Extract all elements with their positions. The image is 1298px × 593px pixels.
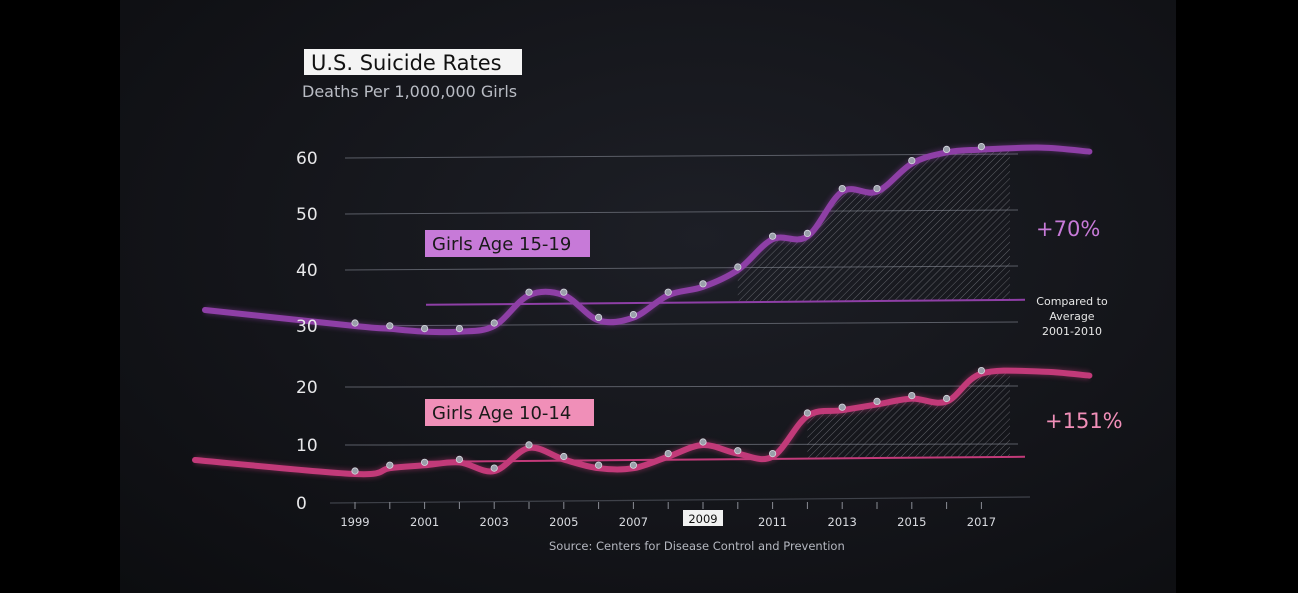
y-tick-label: 20 (296, 378, 318, 398)
data-points (351, 143, 986, 475)
data-point (386, 322, 394, 330)
data-point (594, 461, 603, 469)
data-point (908, 157, 916, 165)
y-tick-label: 10 (296, 436, 318, 456)
data-point (873, 185, 881, 193)
data-point (455, 455, 463, 463)
axis-ticks: 0 10 20 30 40 50 60 1999 2001 2003 2005 2007 2009 201… (296, 149, 996, 529)
data-point (525, 441, 533, 449)
data-point (699, 280, 707, 288)
grid-layer (329, 153, 1031, 509)
y-tick-label: 40 (296, 261, 318, 281)
change-15-19: +70% (1036, 217, 1100, 241)
average-annotation-line: Average (1049, 310, 1094, 323)
data-point (942, 145, 951, 153)
x-tick-label: 2001 (410, 515, 439, 529)
data-point (838, 185, 846, 193)
average-annotation-line: Compared to (1036, 295, 1108, 308)
data-point (803, 229, 812, 237)
source-text: Source: Centers for Disease Control and … (549, 539, 845, 553)
data-point (420, 458, 429, 466)
gridline (344, 153, 1019, 159)
data-point (768, 449, 777, 458)
average-lines (425, 298, 1026, 463)
x-tick-label: 2005 (549, 515, 578, 529)
y-tick-label: 30 (296, 317, 318, 337)
series-label-15-19: Girls Age 15-19 (432, 234, 571, 255)
data-point (386, 461, 394, 469)
data-point (594, 313, 603, 321)
chart-title: U.S. Suicide Rates (311, 51, 502, 75)
data-point (664, 288, 672, 296)
data-point (351, 467, 359, 475)
data-point (873, 397, 881, 405)
data-point (908, 391, 916, 400)
gridline (344, 385, 1019, 388)
data-point (351, 319, 359, 327)
y-tick-label: 60 (296, 149, 318, 169)
highlighted-x-tick-box (683, 510, 723, 526)
average-line-0 (425, 298, 1026, 306)
x-tick-label: 2015 (897, 515, 926, 529)
x-tick-label: 2003 (480, 515, 509, 529)
data-point (734, 263, 742, 271)
x-tick-label: 2011 (758, 515, 787, 529)
data-point (455, 324, 463, 333)
data-point (768, 232, 777, 240)
x-tick-label: 2007 (619, 515, 648, 529)
data-point (629, 310, 638, 319)
change-10-14: +151% (1045, 409, 1123, 433)
data-point (699, 438, 707, 446)
data-point (803, 409, 812, 417)
x-axis-line (329, 496, 1031, 504)
data-point (977, 143, 986, 151)
data-point (525, 288, 533, 296)
data-point (838, 403, 846, 411)
average-annotation-line: 2001-2010 (1042, 325, 1102, 338)
data-point (420, 324, 429, 333)
hatch-area-0 (737, 149, 1010, 301)
series-label-box-10-14 (425, 399, 594, 426)
x-tick-label: 2017 (967, 515, 996, 529)
data-point (977, 366, 986, 375)
series-label-10-14: Girls Age 10-14 (432, 403, 571, 424)
x-tick-label: 2013 (828, 515, 857, 529)
title-box (304, 49, 522, 75)
average-annotation: Compared to Average 2001-2010 (1036, 295, 1108, 338)
data-point (490, 319, 498, 327)
chart-subtitle: Deaths Per 1,000,000 Girls (302, 82, 517, 101)
data-point (560, 288, 568, 296)
y-tick-label: 50 (296, 205, 318, 225)
y-tick-label: 0 (296, 494, 307, 514)
data-point (734, 447, 742, 455)
series-label-box-15-19 (425, 230, 590, 257)
average-line-1 (425, 455, 1026, 463)
data-point (490, 464, 498, 472)
data-point (560, 452, 568, 461)
x-tick-label: 1999 (340, 515, 369, 529)
x-tick-label-highlighted: 2009 (688, 512, 717, 526)
data-point (942, 394, 951, 403)
data-point (664, 449, 672, 458)
gridline (344, 321, 1019, 327)
data-point (629, 461, 638, 469)
